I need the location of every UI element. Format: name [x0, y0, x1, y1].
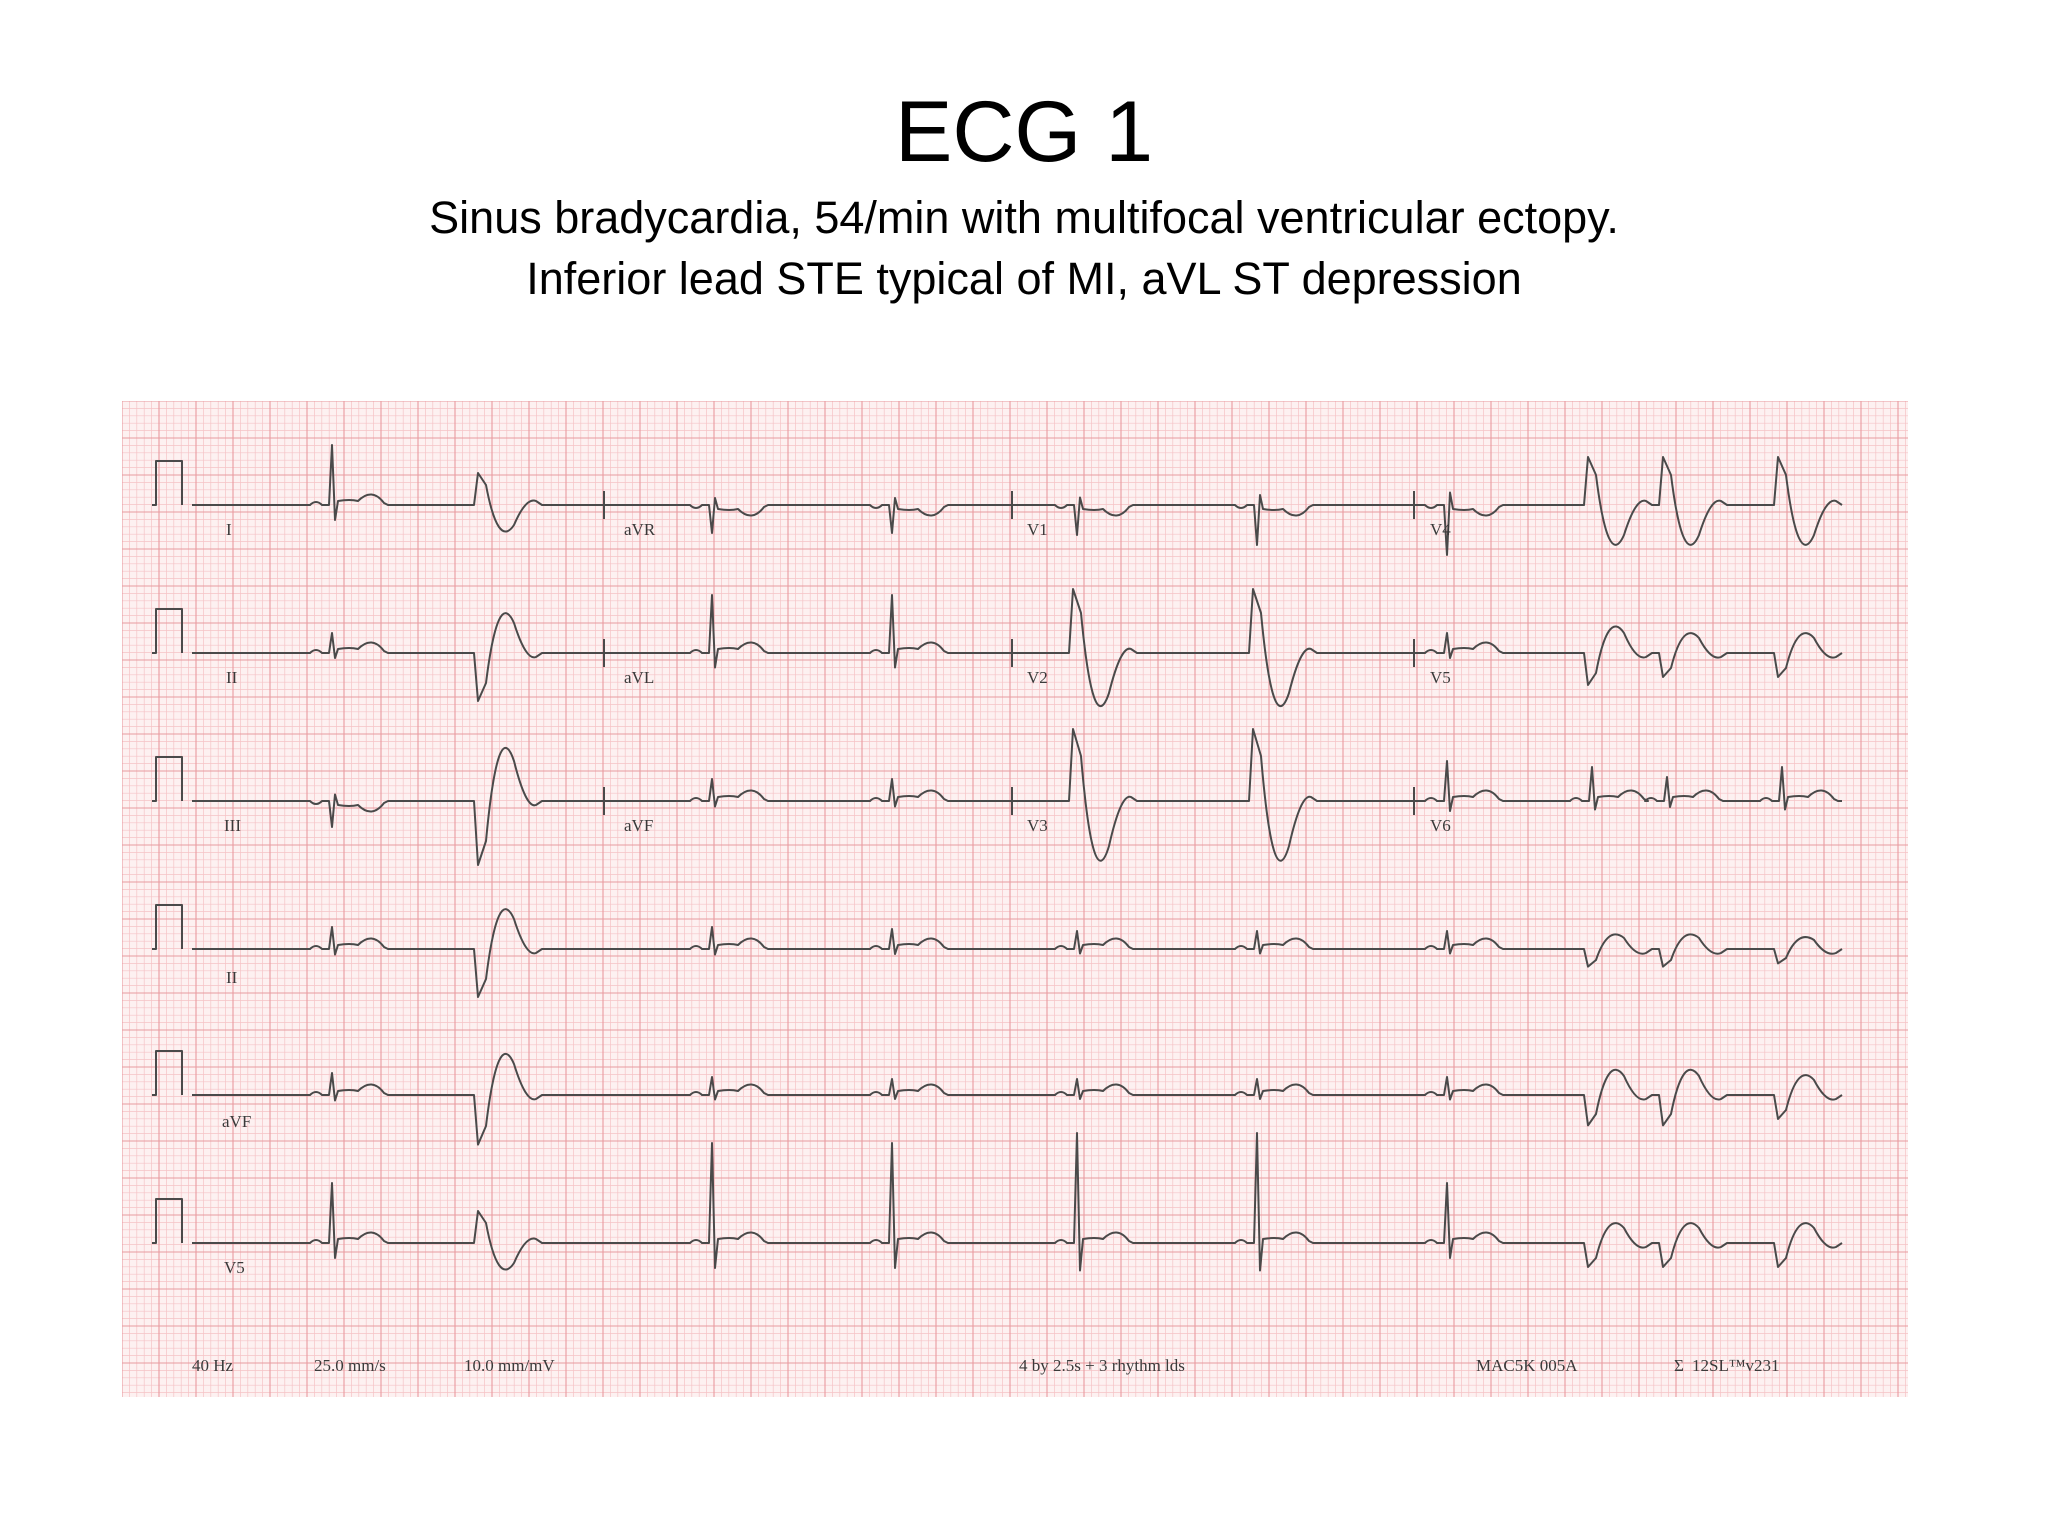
- slide-subtitle-line2: Inferior lead STE typical of MI, aVL ST …: [526, 253, 1522, 304]
- grid-major-lines: [122, 401, 1908, 1397]
- row2-segment-2: [1012, 588, 1414, 707]
- ecg-grid-major: [122, 401, 1908, 1397]
- lead-label-aVR: aVR: [624, 520, 656, 539]
- row1-segment-3: [1414, 456, 1843, 556]
- lead-label-III: III: [224, 816, 241, 835]
- lead-label-V1: V1: [1027, 520, 1048, 539]
- ecg-grid-minor: [122, 401, 1908, 1397]
- lead-label-I: I: [226, 520, 232, 539]
- footer-format: 4 by 2.5s + 3 rhythm lds: [1019, 1356, 1185, 1375]
- slide-subtitle-line1: Sinus bradycardia, 54/min with multifoca…: [429, 192, 1619, 243]
- rhythm-V5-calibration-pulse: [152, 1198, 183, 1244]
- row2-segment-0: [192, 612, 604, 702]
- rhythm-II-calibration-pulse: [152, 904, 183, 950]
- rhythm-label-aVF: aVF: [222, 1112, 251, 1131]
- row3-segment-0: [192, 747, 604, 866]
- lead-label-V6: V6: [1430, 816, 1451, 835]
- row1-segment-2: [1012, 494, 1414, 546]
- row2-calibration-pulse: [152, 608, 183, 654]
- lead-label-aVF: aVF: [624, 816, 653, 835]
- row2-segment-3: [1414, 625, 1843, 686]
- row2-segment-1: [604, 594, 1012, 669]
- row3-segment-2: [1012, 728, 1414, 862]
- ecg-sheet: I aVR V1 V4 II aVL V2 V5 III aVF V3 V6 I…: [122, 401, 1908, 1397]
- footer-software: 12SL™v231: [1692, 1356, 1780, 1375]
- rhythm-label-V5: V5: [224, 1258, 245, 1277]
- footer-sigma-icon: Σ: [1674, 1356, 1684, 1375]
- ecg-traces: [152, 444, 1843, 1272]
- grid-minor-lines: [122, 401, 1908, 1397]
- row1-calibration-pulse: [152, 460, 183, 506]
- rhythm-label-II: II: [226, 968, 238, 987]
- rhythm-II-segment-0: [192, 908, 1843, 998]
- footer-speed: 25.0 mm/s: [314, 1356, 386, 1375]
- lead-label-V5: V5: [1430, 668, 1451, 687]
- ecg-paper: [122, 401, 1908, 1397]
- row1-segment-1: [604, 497, 1012, 534]
- row3-segment-3: [1414, 760, 1842, 812]
- lead-label-V2: V2: [1027, 668, 1048, 687]
- slide-title: ECG 1: [894, 84, 1154, 180]
- rhythm-aVF-calibration-pulse: [152, 1050, 183, 1096]
- footer-device: MAC5K 005A: [1476, 1356, 1578, 1375]
- footer-gain: 10.0 mm/mV: [464, 1356, 555, 1375]
- row3-segment-1: [604, 778, 1012, 808]
- lead-label-V4: V4: [1430, 520, 1451, 539]
- lead-label-V3: V3: [1027, 816, 1048, 835]
- lead-label-II: II: [226, 668, 238, 687]
- rhythm-aVF-segment-0: [192, 1052, 1843, 1146]
- footer-filter: 40 Hz: [192, 1356, 234, 1375]
- rhythm-V5-segment-0: [192, 1132, 1843, 1272]
- ecg-tracing-svg: I aVR V1 V4 II aVL V2 V5 III aVF V3 V6 I…: [122, 401, 1908, 1397]
- lead-label-aVL: aVL: [624, 668, 654, 687]
- row3-calibration-pulse: [152, 756, 183, 802]
- row1-segment-0: [192, 444, 604, 533]
